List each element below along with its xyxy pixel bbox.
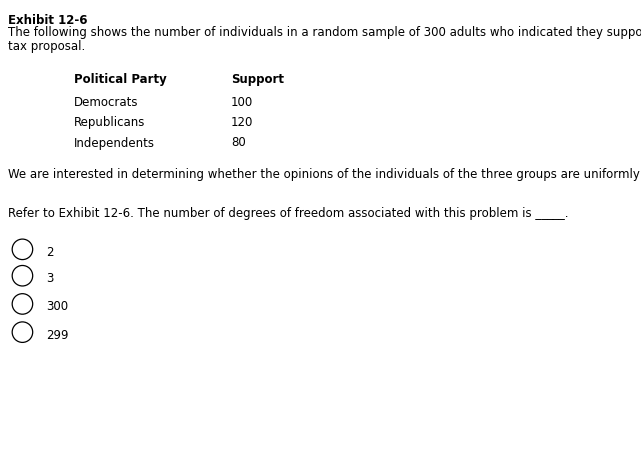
Text: Independents: Independents xyxy=(74,136,154,150)
Text: 3: 3 xyxy=(46,272,54,285)
Text: Republicans: Republicans xyxy=(74,116,145,129)
Text: We are interested in determining whether the opinions of the individuals of the : We are interested in determining whether… xyxy=(8,168,641,182)
Text: Support: Support xyxy=(231,73,284,86)
Text: Democrats: Democrats xyxy=(74,96,138,109)
Text: The following shows the number of individuals in a random sample of 300 adults w: The following shows the number of indivi… xyxy=(8,26,641,39)
Text: tax proposal.: tax proposal. xyxy=(8,40,86,53)
Text: 80: 80 xyxy=(231,136,246,150)
Text: 100: 100 xyxy=(231,96,253,109)
Text: 120: 120 xyxy=(231,116,253,129)
Text: Refer to Exhibit 12-6. The number of degrees of freedom associated with this pro: Refer to Exhibit 12-6. The number of deg… xyxy=(8,207,569,220)
Text: Political Party: Political Party xyxy=(74,73,167,86)
Text: 2: 2 xyxy=(46,246,54,259)
Text: 299: 299 xyxy=(46,329,69,342)
Text: Exhibit 12-6: Exhibit 12-6 xyxy=(8,14,88,27)
Text: 300: 300 xyxy=(46,300,69,313)
